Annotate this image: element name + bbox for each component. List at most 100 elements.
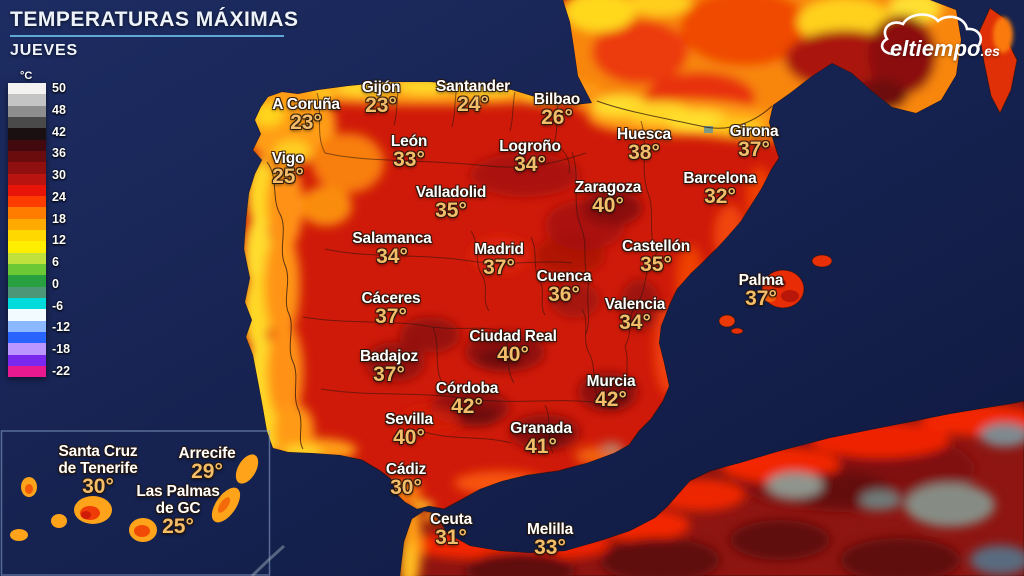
- city-label: Madrid 37°: [474, 241, 524, 278]
- legend-color-band: [8, 150, 46, 163]
- city-temperature: 33°: [393, 148, 425, 171]
- city-temperature: 34°: [514, 153, 546, 176]
- header: TEMPERATURAS MÁXIMAS JUEVES: [10, 8, 298, 60]
- city-name: Córdoba: [435, 380, 499, 397]
- city-temperature: 37°: [738, 138, 770, 161]
- city-label: Valladolid 35°: [416, 184, 487, 222]
- title-underline: [10, 35, 284, 37]
- city-name: Ceuta: [429, 511, 473, 528]
- city-name: Granada: [510, 420, 572, 437]
- legend-color-band: [8, 139, 46, 151]
- city-temperature: 34°: [619, 311, 651, 334]
- city-label: Las Palmas de GC 25°: [136, 483, 220, 538]
- city-name: Bilbao: [533, 91, 581, 108]
- city-temperature: 37°: [373, 363, 405, 386]
- legend-color-band: [8, 128, 46, 140]
- city-label: Girona 37°: [730, 123, 779, 160]
- city-temperature: 35°: [640, 253, 672, 276]
- city-temperature: 25°: [272, 165, 304, 188]
- legend-tick: 42: [52, 124, 66, 139]
- city-name: Huesca: [617, 126, 671, 143]
- canary-islands: [10, 454, 259, 542]
- city-label: Melilla 33°: [527, 521, 573, 558]
- city-label: Gijón 23°: [362, 79, 401, 116]
- city-label: Bilbao 26°: [534, 91, 580, 128]
- city-temperature: 38°: [628, 141, 660, 164]
- legend-tick: 50: [52, 81, 66, 95]
- city-label: Córdoba 42°: [435, 380, 499, 417]
- legend-color-band: [8, 354, 46, 366]
- city-name: Castellón: [622, 238, 690, 255]
- city-label: Ciudad Real 40°: [469, 328, 557, 365]
- legend-tick: 0: [52, 276, 59, 291]
- city-label: A Coruña 23°: [272, 96, 340, 133]
- city-temperature: 30°: [390, 476, 422, 499]
- legend-color-band: [8, 286, 46, 298]
- city-label: Badajoz 37°: [360, 348, 418, 385]
- city-temperature: 40°: [393, 426, 425, 449]
- legend-color-band: [8, 309, 46, 321]
- city-label: Castellón 35°: [622, 238, 690, 275]
- legend-color-band: [8, 264, 46, 276]
- legend-color-band: [8, 116, 46, 129]
- legend-tick: -6: [52, 298, 64, 313]
- city-name: León: [390, 133, 428, 150]
- city-temperature: 33°: [534, 536, 566, 559]
- city-name: Santander: [436, 78, 510, 95]
- city-temperature: 23°: [290, 111, 322, 134]
- brand-text: eltiempo.es: [890, 38, 1000, 62]
- city-temperature: 24°: [457, 93, 489, 116]
- legend-tick: -12: [52, 320, 71, 335]
- legend-color-band: [8, 343, 46, 355]
- city-name: Vigo: [271, 150, 305, 167]
- city-label: Santander 24°: [436, 78, 510, 115]
- city-name: Palma: [738, 272, 784, 289]
- legend-tick: 36: [52, 146, 66, 161]
- legend-tick: 48: [52, 102, 66, 117]
- legend-color-band: [8, 105, 46, 117]
- city-label: Granada 41°: [510, 420, 572, 457]
- cloud-icon: [880, 13, 983, 56]
- city-label: Huesca 38°: [617, 126, 671, 163]
- legend-color-band: [8, 275, 46, 287]
- city-label: Murcia 42°: [587, 373, 636, 410]
- city-name: Sevilla: [385, 411, 433, 428]
- legend-color-band: [8, 320, 46, 332]
- city-temperature: 37°: [483, 256, 515, 279]
- city-temperature: 30°: [82, 475, 114, 498]
- city-name: Girona: [729, 123, 779, 140]
- city-temperature: 29°: [191, 460, 223, 483]
- legend-color-band: [8, 196, 46, 208]
- canary-inset-box: [0, 430, 285, 576]
- brand-logo: eltiempo.es: [872, 12, 1012, 64]
- brand-tld: .es: [980, 43, 1000, 59]
- corsica-island: [978, 7, 1018, 115]
- legend-tick: 30: [52, 168, 66, 183]
- city-temperature: 31°: [435, 526, 467, 549]
- legend-color-band: [8, 297, 46, 310]
- legend-color-band: [8, 207, 46, 219]
- city-name: Santa Cruz de Tenerife: [58, 443, 138, 477]
- legend-color-bar: [8, 83, 46, 378]
- legend-color-band: [8, 173, 46, 185]
- city-label: Sevilla 40°: [385, 411, 433, 448]
- city-name: Valencia: [604, 296, 666, 313]
- city-label: Arrecife 29°: [179, 445, 236, 482]
- legend-color-band: [8, 331, 46, 344]
- city-temperature: 35°: [435, 199, 467, 222]
- city-label: León 33°: [391, 133, 427, 170]
- city-name: Cuenca: [536, 268, 592, 285]
- city-name: Cádiz: [385, 461, 427, 478]
- city-label: Logroño 34°: [499, 138, 561, 176]
- city-name: Salamanca: [352, 230, 432, 247]
- city-label: Palma 37°: [739, 272, 784, 309]
- city-temperature: 25°: [162, 515, 194, 538]
- legend-color-band: [8, 162, 46, 174]
- city-temperature: 32°: [704, 185, 736, 208]
- city-temperature: 37°: [745, 287, 777, 310]
- city-name: Melilla: [527, 521, 573, 538]
- city-name: Zaragoza: [574, 179, 642, 196]
